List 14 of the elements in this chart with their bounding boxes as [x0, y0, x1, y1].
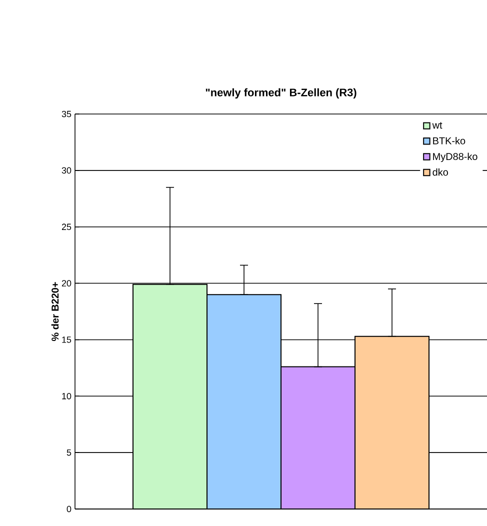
legend-label: wt	[432, 122, 442, 129]
y-tick-label: 25	[62, 224, 72, 230]
legend-label: dko	[432, 168, 448, 176]
chart-title: "newly formed" B-Zellen (R3)	[206, 88, 356, 99]
y-tick-label: 0	[66, 506, 72, 512]
y-tick-label: 15	[62, 336, 72, 343]
y-tick-label: 35	[62, 110, 72, 118]
legend-label: BTK-ko	[433, 137, 466, 144]
legend-label: MyD88-ko	[433, 152, 478, 162]
y-tick-label: 5	[66, 449, 72, 456]
y-tick-label: 30	[62, 167, 72, 174]
y-tick-label: 10	[62, 392, 72, 400]
y-axis-title: % der B220+	[51, 282, 59, 342]
y-tick-label: 20	[62, 280, 72, 286]
